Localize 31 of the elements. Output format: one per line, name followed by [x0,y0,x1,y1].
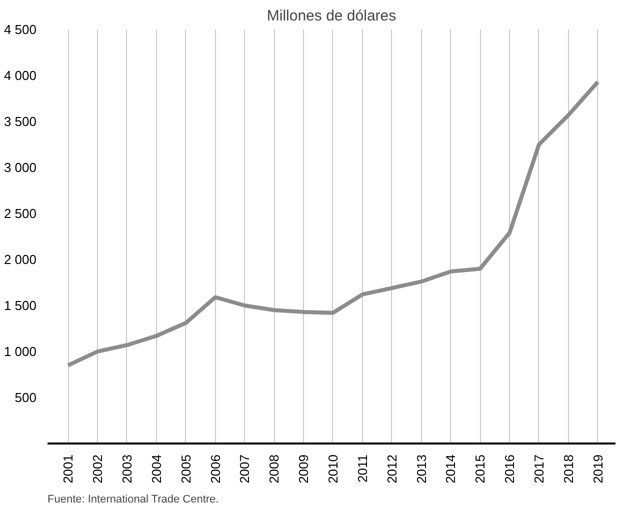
x-tick-label: 2016 [502,454,518,484]
chart-title: Millones de dólares [266,8,396,24]
y-tick-label: 500 [14,390,37,405]
x-tick-label: 2008 [266,454,282,484]
y-tick-label: 3 000 [4,160,37,175]
y-tick-label: 2 500 [4,206,37,221]
y-tick-label: 2 000 [4,252,37,267]
x-tick-label: 2012 [384,454,400,484]
source-note: Fuente: International Trade Centre. [48,494,219,506]
x-tick-label: 2019 [590,454,606,484]
x-tick-label: 2009 [296,454,312,484]
x-tick-label: 2017 [531,454,546,484]
x-tick-label: 2018 [560,454,576,484]
y-tick-label: 1 500 [4,298,37,313]
x-tick-label: 2001 [60,454,76,484]
y-tick-label: 1 000 [4,344,37,359]
x-tick-label: 2002 [90,454,106,484]
x-tick-label: 2014 [443,454,458,484]
x-tick-label: 2013 [414,454,429,484]
x-tick-label: 2005 [178,454,194,484]
x-tick-label: 2010 [325,454,340,484]
x-tick-label: 2003 [119,454,134,484]
x-tick-label: 2015 [472,454,488,484]
y-tick-label: 4 500 [4,22,37,37]
x-tick-label: 2004 [148,454,164,484]
y-tick-label: 3 500 [4,114,37,129]
x-tick-label: 2011 [354,454,370,482]
x-tick-label: 2007 [237,454,252,484]
line-series [66,80,600,368]
y-tick-label: 4 000 [4,68,37,83]
x-tick-label: 2006 [208,454,223,484]
